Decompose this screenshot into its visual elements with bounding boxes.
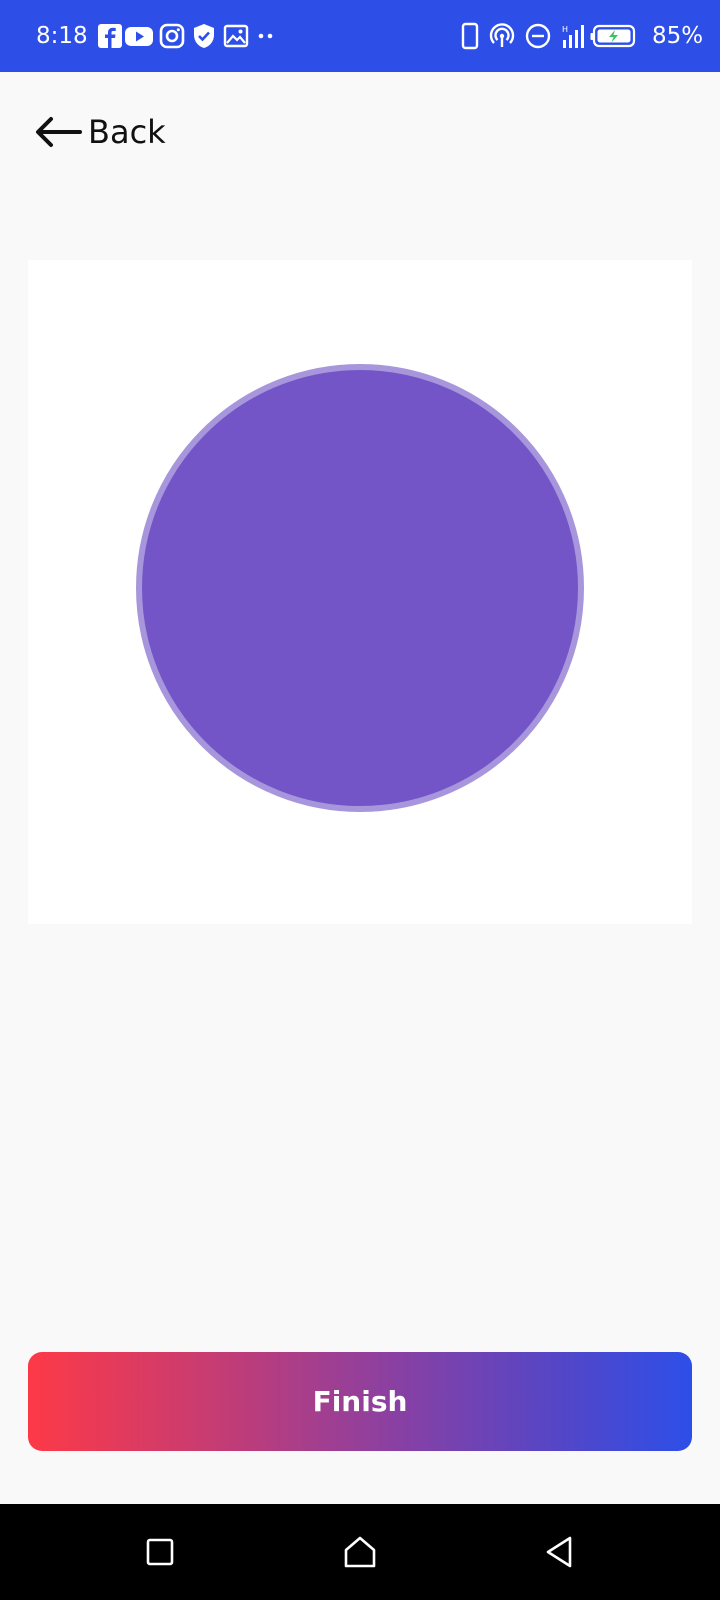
- signal-icon: H: [562, 25, 584, 48]
- home-icon[interactable]: [336, 1528, 384, 1576]
- back-button[interactable]: Back: [30, 105, 180, 159]
- do-not-disturb-icon: [525, 23, 551, 49]
- gallery-icon: [223, 24, 249, 48]
- svg-text:H: H: [562, 25, 568, 34]
- youtube-icon: [125, 27, 153, 46]
- facebook-icon: [98, 24, 122, 48]
- hotspot-icon: [489, 23, 515, 47]
- finish-button[interactable]: Finish: [28, 1352, 692, 1451]
- color-circle[interactable]: [136, 364, 584, 812]
- battery-charging-icon: [590, 24, 636, 48]
- phone-outline-icon: [461, 22, 479, 50]
- navigation-bar: [0, 1504, 720, 1600]
- battery-percent: 85%: [652, 23, 704, 49]
- back-triangle-icon[interactable]: [536, 1528, 584, 1576]
- recents-square-icon[interactable]: [136, 1528, 184, 1576]
- shield-check-icon: [194, 24, 214, 48]
- more-dots-icon: [258, 33, 273, 39]
- back-label: Back: [88, 113, 166, 151]
- status-bar: 8:18: [0, 0, 720, 72]
- back-arrow-icon: [36, 117, 82, 147]
- canvas-card: [28, 260, 692, 924]
- status-time: 8:18: [36, 23, 88, 49]
- instagram-icon: [159, 23, 185, 49]
